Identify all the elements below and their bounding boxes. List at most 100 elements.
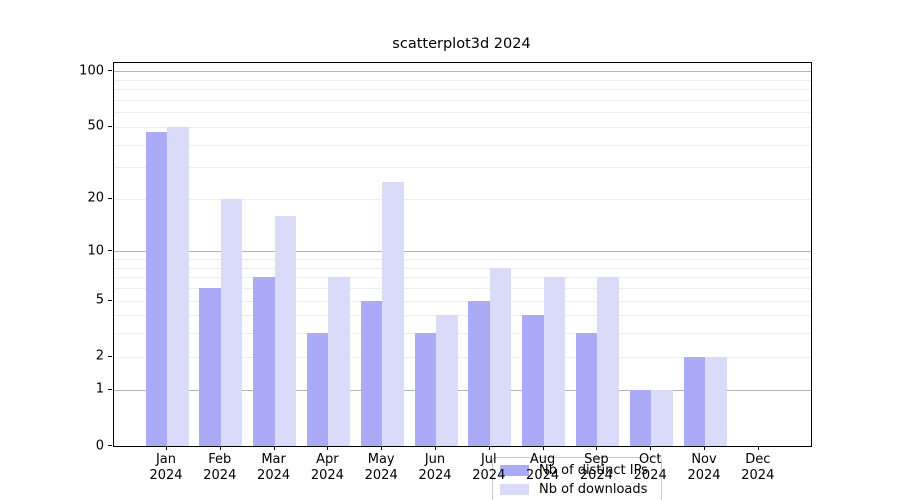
y-tick-label-1: 1 bbox=[95, 381, 104, 397]
gridline-minor-5 bbox=[114, 300, 811, 302]
x-tick-year: 2024 bbox=[472, 467, 506, 483]
y-tick-label-20: 20 bbox=[87, 190, 104, 206]
x-tick-jan bbox=[166, 446, 167, 450]
y-tick-label-50: 50 bbox=[87, 118, 104, 134]
legend-label-distinct-ips: Nb of distinct IPs bbox=[539, 463, 648, 478]
x-tick-label-sep: Sep 2024 bbox=[566, 452, 626, 483]
y-tick-100 bbox=[108, 70, 112, 72]
x-tick-year: 2024 bbox=[526, 467, 560, 483]
gridline-minor-6 bbox=[114, 288, 811, 290]
x-tick-label-jan: Jan 2024 bbox=[136, 452, 196, 483]
x-tick-dec bbox=[757, 446, 759, 450]
x-tick-month: Mar bbox=[261, 452, 286, 467]
gridline-minor-40 bbox=[114, 144, 811, 146]
bar-downloads-sep bbox=[597, 277, 619, 446]
chart-title: scatterplot3d 2024 bbox=[392, 36, 531, 52]
bar-downloads-oct bbox=[651, 389, 673, 446]
x-tick-month: Dec bbox=[745, 452, 771, 467]
x-tick-month: Jul bbox=[480, 452, 497, 467]
x-tick-label-feb: Feb 2024 bbox=[190, 452, 250, 483]
bar-downloads-apr bbox=[328, 277, 350, 446]
y-tick-50 bbox=[108, 125, 112, 127]
bar-downloads-nov bbox=[705, 356, 727, 446]
x-tick-aug bbox=[542, 446, 544, 450]
gridline-minor-90 bbox=[114, 79, 811, 81]
gridline-major-10 bbox=[114, 251, 811, 253]
gridline-minor-4 bbox=[114, 315, 811, 317]
x-tick-month: May bbox=[367, 452, 395, 467]
x-tick-month: Sep bbox=[584, 452, 609, 467]
x-tick-label-jul: Jul 2024 bbox=[459, 452, 519, 483]
x-tick-year: 2024 bbox=[149, 467, 183, 483]
bar-ips-may bbox=[360, 300, 383, 446]
x-tick-jul bbox=[488, 446, 490, 450]
gridline-minor-80 bbox=[114, 89, 811, 91]
bar-downloads-feb bbox=[220, 198, 243, 446]
x-tick-nov bbox=[704, 446, 705, 450]
bar-ips-jan bbox=[145, 131, 167, 446]
plot-area: Nb of distinct IPs Nb of downloads bbox=[113, 62, 812, 500]
x-tick-year: 2024 bbox=[687, 467, 721, 483]
gridline-minor-60 bbox=[114, 112, 811, 114]
x-tick-year: 2024 bbox=[203, 467, 237, 483]
x-tick-year: 2024 bbox=[364, 467, 398, 483]
gridline-minor-50 bbox=[114, 126, 811, 128]
bar-downloads-jun bbox=[436, 315, 458, 446]
legend: Nb of distinct IPs Nb of downloads bbox=[492, 457, 662, 500]
y-tick-20 bbox=[108, 197, 112, 199]
x-tick-month: Nov bbox=[691, 452, 717, 467]
gridline-major-100 bbox=[114, 71, 811, 73]
x-tick-year: 2024 bbox=[741, 467, 775, 483]
y-tick-label-2: 2 bbox=[95, 348, 104, 364]
x-tick-oct bbox=[650, 446, 652, 450]
legend-label-downloads: Nb of downloads bbox=[539, 482, 648, 497]
y-tick-label-10: 10 bbox=[87, 243, 104, 259]
x-tick-label-may: May 2024 bbox=[351, 452, 411, 483]
x-tick-year: 2024 bbox=[633, 467, 667, 483]
x-tick-mar bbox=[273, 446, 275, 450]
bar-ips-mar bbox=[253, 277, 275, 446]
legend-swatch-distinct-ips bbox=[500, 465, 529, 476]
x-tick-year: 2024 bbox=[310, 467, 344, 483]
y-tick-label-100: 100 bbox=[79, 63, 104, 79]
x-tick-feb bbox=[219, 446, 221, 450]
x-tick-label-dec: Dec 2024 bbox=[728, 452, 788, 483]
x-tick-month: Feb bbox=[208, 452, 232, 467]
y-tick-2 bbox=[108, 355, 112, 357]
bar-downloads-aug bbox=[543, 277, 566, 446]
y-tick-label-5: 5 bbox=[95, 292, 104, 308]
x-tick-label-jun: Jun 2024 bbox=[405, 452, 465, 483]
x-tick-month: Aug bbox=[529, 452, 556, 467]
gridline-minor-7 bbox=[114, 277, 811, 279]
gridline-minor-3 bbox=[114, 333, 811, 335]
bar-ips-oct bbox=[629, 389, 652, 446]
x-tick-month: Jan bbox=[155, 452, 177, 467]
bar-ips-sep bbox=[575, 333, 598, 446]
x-tick-jun bbox=[435, 446, 436, 450]
bar-downloads-may bbox=[382, 181, 404, 446]
gridline-minor-9 bbox=[114, 259, 811, 261]
gridline-minor-20 bbox=[114, 198, 811, 200]
gridline-major-1 bbox=[114, 389, 811, 391]
y-tick-5 bbox=[108, 299, 112, 301]
x-tick-month: Oct bbox=[638, 452, 662, 467]
y-tick-1 bbox=[108, 388, 112, 390]
y-tick-label-0: 0 bbox=[95, 438, 104, 453]
x-tick-year: 2024 bbox=[579, 467, 613, 483]
x-tick-year: 2024 bbox=[418, 467, 452, 483]
x-tick-sep bbox=[596, 446, 598, 450]
x-tick-year: 2024 bbox=[257, 467, 291, 483]
bar-downloads-jan bbox=[167, 126, 189, 446]
gridline-minor-70 bbox=[114, 99, 811, 101]
bar-ips-jul bbox=[468, 300, 490, 446]
bar-downloads-jul bbox=[489, 267, 512, 446]
bar-ips-apr bbox=[306, 333, 329, 446]
x-tick-label-oct: Oct 2024 bbox=[620, 452, 680, 483]
gridline-minor-30 bbox=[114, 167, 811, 169]
bar-ips-feb bbox=[199, 288, 221, 446]
gridline-minor-2 bbox=[114, 356, 811, 358]
bar-downloads-mar bbox=[274, 216, 297, 446]
x-tick-label-apr: Apr 2024 bbox=[297, 452, 357, 483]
bar-ips-nov bbox=[683, 356, 705, 446]
